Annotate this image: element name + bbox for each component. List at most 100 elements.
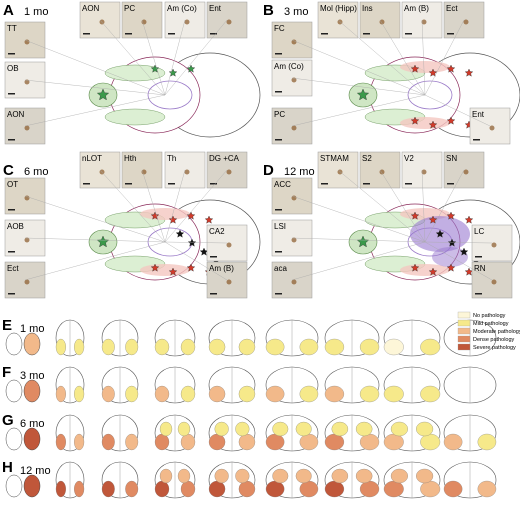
scale-bar [405,33,412,35]
thumbnail-label: Am (B) [404,4,429,13]
star [428,120,438,129]
leader-line [24,94,166,127]
cell [291,279,297,285]
star [410,211,420,220]
scale-bar [83,33,90,35]
legend-label: Moderate pathology [473,329,520,335]
scale-bar [210,183,217,185]
panel-letter: D [263,162,274,179]
panel-age: 1 mo [24,6,48,18]
pathology [74,385,85,403]
thumbnail-label: TT [7,24,17,33]
pathology [101,480,115,498]
pathology [359,338,380,356]
region [407,80,453,110]
cell [141,169,147,175]
leader-line [164,169,228,243]
pathology [416,468,434,484]
thumbnail-label: Hth [124,154,136,163]
legend-label: Severe pathology [473,345,516,351]
cell [24,279,30,285]
scale-bar [125,183,132,185]
pathology [101,385,115,403]
scale-bar [363,183,370,185]
cell [291,39,297,45]
leader-line [424,94,491,127]
thumbnail-label: Ect [446,4,458,13]
leader-line [379,19,426,96]
pathology [420,338,441,356]
pathology [101,338,115,356]
pathology [265,433,285,451]
pathology [180,338,196,356]
scale-bar [210,33,217,35]
scale-bar [8,139,15,141]
section [5,427,23,451]
pathology [235,468,250,484]
cell [291,125,297,131]
pathology [477,480,497,498]
thumbnail-label: Ent [472,110,485,119]
pathology [331,468,349,484]
section [23,427,41,451]
pathology [359,385,380,403]
legend-label: Mild pathology [473,321,509,327]
pathology [177,468,191,484]
scale-bar [210,256,217,258]
cell [379,169,385,175]
thumbnail-label: S2 [362,154,372,163]
thumbnail-label: Ins [362,4,373,13]
pathology [443,433,463,451]
pathology [272,421,289,437]
star [464,215,474,224]
pathology [359,433,380,451]
leader-line [164,19,186,96]
thumbnail-label: nLOT [82,154,102,163]
pathology [55,480,66,498]
leader-line [291,77,426,96]
star [96,88,110,101]
leader-line [141,19,166,96]
scale-bar [83,183,90,185]
star [446,64,456,73]
cell [463,169,469,175]
cell [24,125,30,131]
scale-bar [8,209,15,211]
pathology [359,480,380,498]
pathology [154,385,170,403]
leader-line [164,19,228,96]
scale-bar [168,33,175,35]
pathology [180,385,196,403]
cell [489,125,495,131]
thumbnail-label: SN [446,154,457,163]
scale-bar [8,93,15,95]
pathology [208,433,226,451]
legend-swatch [457,343,471,351]
section [23,379,41,403]
row-age: 6 mo [20,418,44,430]
pathology [159,468,173,484]
leader-line [24,79,166,96]
pathology [420,385,441,403]
pathology [383,480,404,498]
leader-line [424,241,493,281]
thumbnail-label: ACC [274,180,291,189]
cell [141,19,147,25]
star [204,215,214,224]
legend-swatch [457,327,471,335]
leader-line [424,169,465,243]
star [168,267,178,276]
star [446,211,456,220]
thumbnail-label: Ent [209,4,222,13]
thumbnail-label: AOB [7,222,24,231]
leader-line [291,237,426,243]
region [147,80,193,110]
cell [226,279,232,285]
pathology [154,433,170,451]
star [168,215,178,224]
section [5,379,23,403]
pathology [238,480,256,498]
thumbnail-label: Am (Co) [274,62,304,71]
pathology [265,480,285,498]
